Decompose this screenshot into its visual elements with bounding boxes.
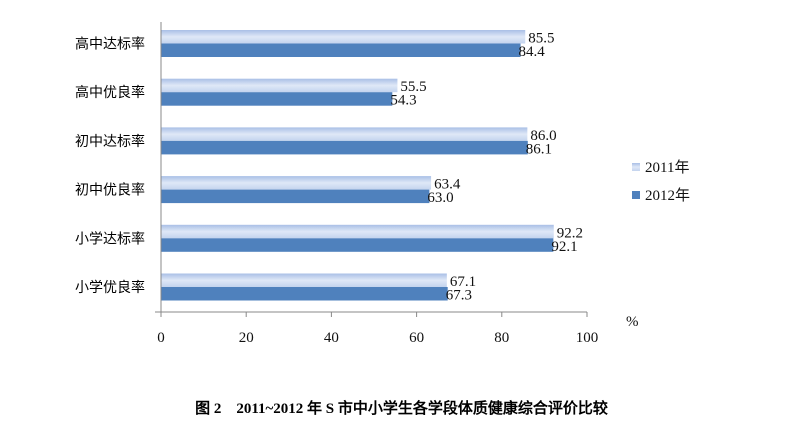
value-label: 54.3 <box>390 93 416 109</box>
bar-2012年 <box>161 287 448 301</box>
legend-swatch <box>632 163 640 171</box>
bar-2012年 <box>161 189 430 204</box>
value-label: 55.5 <box>400 79 426 95</box>
bar-2011年 <box>161 273 447 287</box>
value-label: 92.2 <box>557 225 583 241</box>
bar-2012年 <box>161 92 393 106</box>
value-label: 67.1 <box>450 274 476 290</box>
category-label: 小学达标率 <box>75 230 145 247</box>
x-tick-label: 100 <box>576 330 599 346</box>
value-label: 92.1 <box>551 239 577 255</box>
value-label: 63.4 <box>434 177 461 193</box>
category-label: 高中优良率 <box>75 84 145 101</box>
x-unit-label: % <box>626 314 639 330</box>
bar-2011年 <box>161 30 526 44</box>
category-label: 小学优良率 <box>75 279 145 296</box>
chart-title: 图 2 2011~2012 年 S 市中小学生各学段体质健康综合评价比较 <box>195 401 608 417</box>
x-tick-label: 60 <box>409 330 424 346</box>
value-label: 84.4 <box>519 44 546 60</box>
bar-2012年 <box>161 43 521 57</box>
legend-label: 2011年 <box>645 159 689 176</box>
x-tick-label: 20 <box>239 330 254 346</box>
legend-label: 2012年 <box>645 187 690 204</box>
value-label: 85.5 <box>528 31 554 47</box>
value-label: 86.1 <box>526 141 552 157</box>
category-label: 高中达标率 <box>75 36 145 53</box>
bar-2011年 <box>161 127 528 141</box>
value-label: 86.0 <box>530 128 556 144</box>
x-tick-label: 40 <box>324 330 339 346</box>
bar-2011年 <box>161 78 398 93</box>
bar-2011年 <box>161 176 432 190</box>
bar-2011年 <box>161 224 554 239</box>
category-label: 初中达标率 <box>75 133 145 150</box>
legend-swatch <box>632 191 640 199</box>
x-tick-label: 80 <box>494 330 509 346</box>
value-label: 67.3 <box>446 288 472 304</box>
value-label: 63.0 <box>427 190 453 206</box>
bar-2012年 <box>161 140 528 155</box>
category-label: 初中优良率 <box>75 182 145 199</box>
x-tick-label: 0 <box>157 330 165 346</box>
bar-2012年 <box>161 238 554 252</box>
